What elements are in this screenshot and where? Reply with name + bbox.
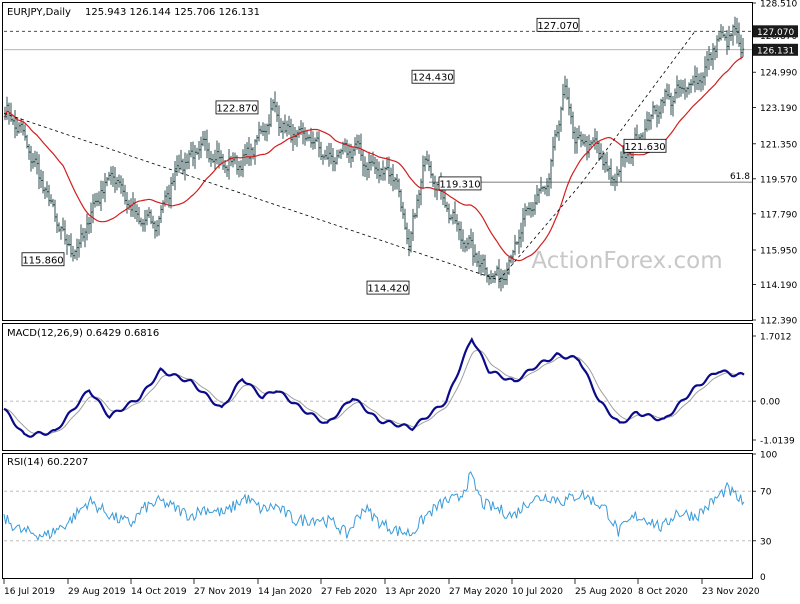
moving-average-line (4, 56, 744, 262)
y-tick-label: 124.990 (760, 69, 797, 79)
current-price-tag: 126.131 (753, 43, 798, 56)
price-title: EURJPY,Daily (7, 7, 71, 18)
macd-tick-label: -1.0139 (760, 437, 795, 447)
x-tick-label: 8 Oct 2020 (638, 587, 688, 597)
price-annotation: 119.310 (438, 176, 482, 190)
rsi-tick-label: 0 (760, 573, 766, 583)
macd-tick-label: 0.00 (760, 398, 780, 408)
annotation-label: 119.310 (439, 179, 480, 190)
rsi-line (3, 471, 745, 542)
x-tick-label: 27 May 2020 (449, 587, 508, 597)
x-tick-label: 10 Jul 2020 (512, 587, 563, 597)
macd-title: MACD(12,26,9) 0.6429 0.6816 (7, 328, 159, 339)
x-tick-label: 16 Jul 2019 (4, 587, 55, 597)
price-annotation: 115.860 (21, 252, 65, 266)
macd-tick-label: 1.7012 (760, 333, 792, 343)
rising-trendline-2 (580, 31, 696, 185)
y-tick-label: 121.350 (760, 140, 797, 150)
macd-signal-line (3, 349, 745, 435)
price-annotation: 127.070 (536, 17, 580, 32)
watermark: ActionForex.com (531, 248, 722, 274)
annotation-label: 124.430 (412, 73, 453, 84)
rsi-pane (2, 453, 753, 579)
y-tick-label: 115.950 (760, 246, 797, 256)
price-ohlc: 125.943 126.144 125.706 126.131 (85, 7, 260, 18)
trendlines (3, 31, 696, 281)
price-annotation: 124.430 (411, 69, 455, 84)
price-bars (3, 16, 745, 292)
price-annotation: 114.420 (366, 280, 410, 295)
annotation-label: 121.630 (624, 142, 665, 153)
rsi-tick-label: 100 (760, 451, 777, 461)
x-tick-label: 27 Nov 2019 (194, 587, 252, 597)
price-annotation: 121.630 (623, 138, 667, 153)
x-tick-label: 14 Oct 2019 (131, 587, 187, 597)
level-tag: 127.070 (753, 25, 798, 38)
macd-line (3, 336, 745, 438)
y-tick-label: 112.390 (760, 317, 797, 327)
rsi-tick-label: 70 (760, 488, 772, 498)
annotation-label: 122.870 (216, 103, 257, 114)
y-tick-label: 114.190 (760, 281, 797, 291)
y-tick-label: 117.790 (760, 210, 797, 220)
x-tick-label: 13 Apr 2020 (385, 587, 441, 597)
price-pane (2, 2, 753, 321)
annotation-label: 115.860 (22, 255, 63, 266)
y-tick-label: 119.570 (760, 175, 797, 185)
x-tick-label: 29 Aug 2019 (68, 587, 126, 597)
x-tick-label: 27 Feb 2020 (321, 587, 377, 597)
x-tick-label: 14 Jan 2020 (258, 587, 312, 597)
rsi-tick-label: 30 (760, 537, 772, 547)
current-price-label: 126.131 (757, 46, 794, 56)
level-tag-label: 127.070 (757, 28, 794, 38)
x-tick-label: 25 Aug 2020 (575, 587, 633, 597)
annotation-label: 127.070 (537, 21, 578, 32)
macd-pane (2, 323, 753, 451)
rsi-title: RSI(14) 60.2207 (7, 457, 88, 468)
price-bar (741, 37, 745, 57)
x-tick-label: 23 Nov 2020 (702, 587, 760, 597)
price-annotation: 122.870 (215, 100, 259, 114)
y-tick-label: 123.190 (760, 104, 797, 114)
y-tick-label: 128.510 (760, 0, 797, 10)
annotation-label: 114.420 (367, 284, 408, 295)
fib-label: 61.8 (730, 172, 750, 182)
